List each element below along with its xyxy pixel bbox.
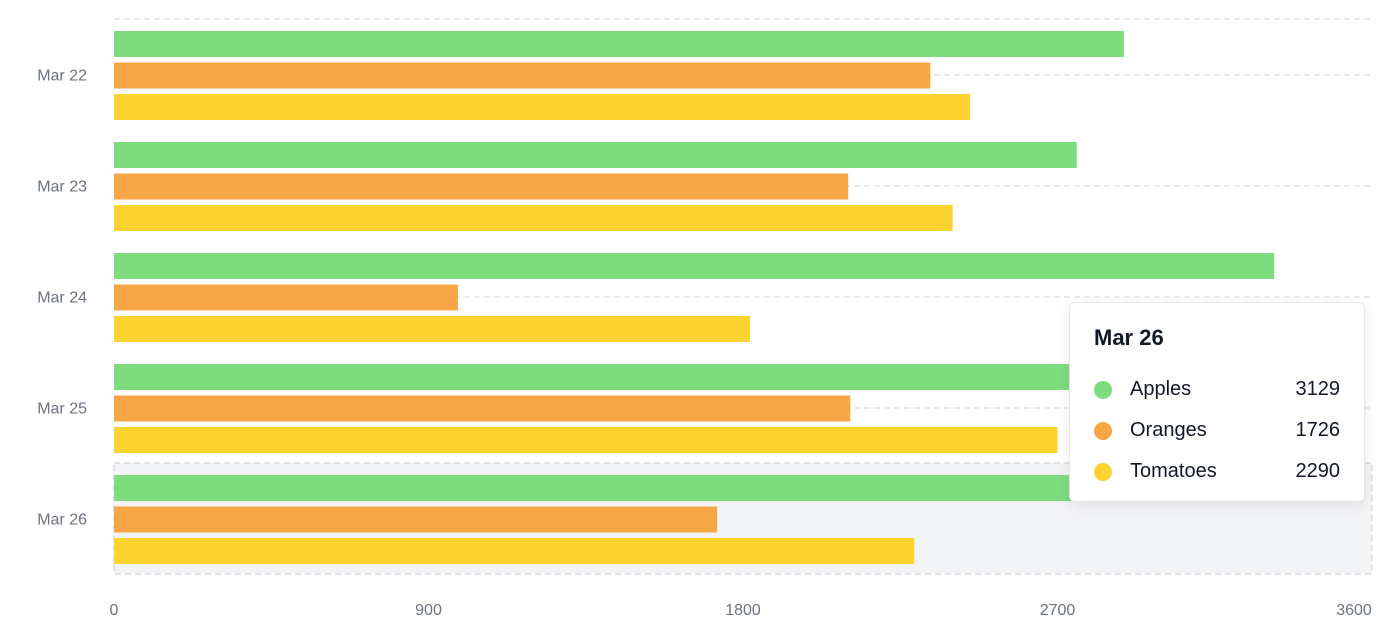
x-tick-label: 2700	[1040, 602, 1076, 619]
x-tick-label: 3600	[1336, 602, 1372, 619]
tooltip-label: Tomatoes	[1130, 460, 1217, 482]
bar-apples-mar-22[interactable]	[114, 31, 1124, 57]
tooltip-label: Oranges	[1130, 419, 1207, 441]
bar-oranges-mar-25[interactable]	[114, 395, 851, 422]
y-tick-label: Mar 25	[37, 401, 87, 418]
tomatoes-dot-icon	[1094, 462, 1112, 481]
bar-apples-mar-23[interactable]	[114, 142, 1077, 168]
tooltip-value: 1726	[1295, 419, 1341, 441]
bar-tomatoes-mar-23[interactable]	[114, 205, 953, 231]
y-tick-label: Mar 26	[37, 512, 87, 529]
bars	[114, 31, 1275, 564]
tooltip-value: 3129	[1295, 378, 1341, 400]
y-tick-label: Mar 23	[37, 179, 87, 196]
chart-tooltip: Mar 26 Apples 3129 Oranges 1726 Tomatoes…	[1069, 302, 1365, 502]
bar-oranges-mar-24[interactable]	[114, 284, 458, 311]
x-tick-label: 900	[415, 602, 442, 619]
bar-tomatoes-mar-26[interactable]	[114, 538, 915, 564]
tooltip-row-apples: Apples 3129	[1094, 369, 1340, 410]
x-tick-label: 0	[110, 602, 119, 619]
y-axis-ticks: Mar 22 Mar 23 Mar 24 Mar 25 Mar 26	[37, 68, 87, 529]
tooltip-title: Mar 26	[1094, 325, 1164, 350]
x-tick-label: 1800	[725, 602, 761, 619]
y-tick-label: Mar 22	[37, 68, 87, 85]
tooltip-row-oranges: Oranges 1726	[1094, 410, 1340, 451]
bar-tomatoes-mar-24[interactable]	[114, 316, 750, 342]
bar-tomatoes-mar-25[interactable]	[114, 427, 1058, 453]
tooltip-row-tomatoes: Tomatoes 2290	[1094, 451, 1340, 492]
bar-oranges-mar-23[interactable]	[114, 173, 849, 200]
bar-oranges-mar-26[interactable]	[114, 506, 718, 533]
bar-tomatoes-mar-22[interactable]	[114, 94, 971, 120]
bar-apples-mar-26[interactable]	[114, 475, 1208, 501]
bar-apples-mar-25[interactable]	[114, 364, 1163, 390]
y-tick-label: Mar 24	[37, 290, 87, 307]
tooltip-value: 2290	[1295, 460, 1341, 482]
x-axis-ticks: 0 900 1800 2700 3600	[110, 602, 1372, 619]
tooltip-label: Apples	[1130, 378, 1192, 400]
oranges-dot-icon	[1094, 421, 1112, 440]
bar-apples-mar-24[interactable]	[114, 253, 1275, 279]
apples-dot-icon	[1094, 380, 1112, 399]
bar-oranges-mar-22[interactable]	[114, 62, 931, 89]
